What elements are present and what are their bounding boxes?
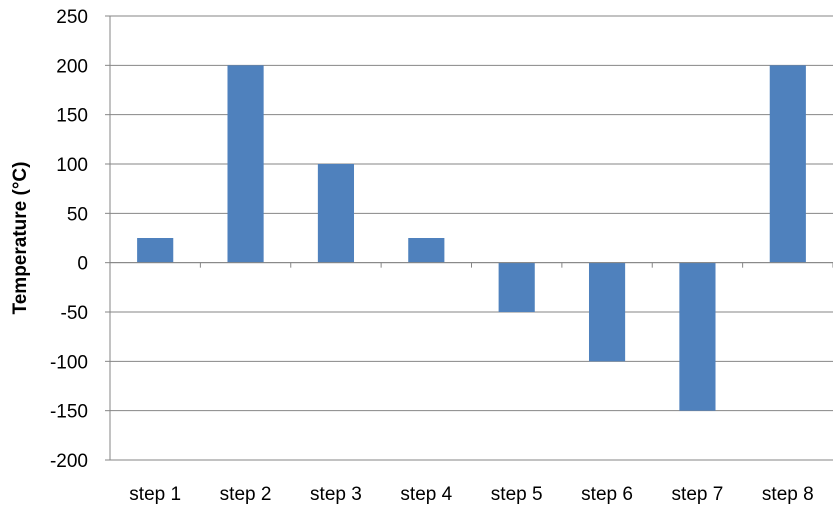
x-tick-label: step 5 bbox=[491, 484, 543, 505]
bar-step-5 bbox=[498, 262, 535, 312]
y-tick-labels: -200 -150 -100 -50 0 50 100 150 200 250 bbox=[50, 7, 88, 472]
bar-step-3 bbox=[317, 164, 355, 263]
y-tick-label: 100 bbox=[56, 155, 88, 176]
bar-step-6 bbox=[588, 262, 626, 362]
bars bbox=[137, 65, 806, 411]
y-tick-label: -50 bbox=[61, 303, 88, 324]
bar-step-8 bbox=[769, 65, 806, 263]
x-tick-labels: step 1 step 2 step 3 step 4 step 5 step 6 step… bbox=[129, 484, 813, 505]
bar-step-7 bbox=[679, 262, 716, 411]
x-tick-label: step 1 bbox=[129, 484, 181, 505]
y-tick-label: 250 bbox=[56, 7, 88, 28]
x-tick-label: step 2 bbox=[220, 484, 272, 505]
y-tick-label: -150 bbox=[50, 402, 88, 423]
bar-step-1 bbox=[137, 238, 174, 263]
y-tick-label: 200 bbox=[56, 56, 88, 77]
x-tick-label: step 6 bbox=[581, 484, 633, 505]
y-tick-label: 50 bbox=[67, 204, 88, 225]
axes bbox=[105, 15, 833, 461]
y-tick-label: 150 bbox=[56, 106, 88, 127]
x-tick-label: step 3 bbox=[310, 484, 362, 505]
y-axis-title: Temperature (°C) bbox=[10, 162, 31, 315]
x-tick-label: step 4 bbox=[400, 484, 452, 505]
y-tick-label: -100 bbox=[50, 352, 88, 373]
y-tick-label: -200 bbox=[50, 451, 88, 472]
x-tick-label: step 8 bbox=[762, 484, 814, 505]
y-tick-label: 0 bbox=[77, 254, 88, 275]
bar-step-2 bbox=[227, 65, 264, 263]
x-tick-label: step 7 bbox=[672, 484, 724, 505]
gridlines bbox=[110, 15, 833, 461]
bar-step-4 bbox=[408, 238, 445, 263]
